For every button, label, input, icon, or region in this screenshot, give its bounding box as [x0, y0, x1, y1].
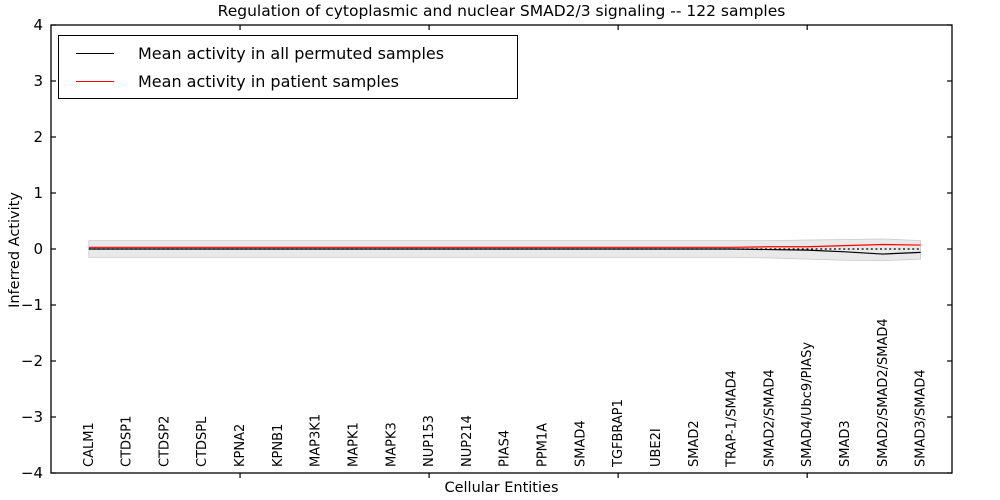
x-category-label: KPNA2 — [233, 424, 248, 467]
x-category-label: SMAD2/SMAD4 — [762, 369, 777, 467]
y-tick-label: 1 — [33, 184, 43, 202]
legend-label-patient: Mean activity in patient samples — [138, 71, 399, 91]
y-tick-label: −3 — [21, 408, 43, 426]
x-axis-label: Cellular Entities — [444, 480, 559, 496]
x-category-label: UBE2I — [649, 428, 664, 467]
confidence-band — [88, 238, 922, 262]
x-category-label: SMAD4/Ubc9/PIASy — [800, 342, 815, 467]
x-category-label: CALM1 — [82, 422, 97, 467]
x-category-label: MAP3K1 — [309, 414, 324, 467]
x-category-label: SMAD3/SMAD4 — [914, 369, 929, 467]
x-category-label: CTDSP2 — [157, 416, 172, 467]
x-category-label: NUP153 — [422, 415, 437, 467]
y-tick-label: 2 — [33, 128, 43, 146]
x-category-label: SMAD2 — [687, 420, 702, 467]
y-tick-label: −1 — [21, 296, 43, 314]
y-tick-label: 3 — [33, 72, 43, 90]
x-category-label: KPNB1 — [271, 424, 286, 467]
legend-label-permuted: Mean activity in all permuted samples — [138, 43, 445, 63]
y-tick-label: −2 — [21, 352, 43, 370]
x-category-label: MAPK1 — [346, 422, 361, 467]
y-tick-label: 4 — [33, 16, 43, 34]
x-category-label: TGFBRAP1 — [611, 399, 626, 468]
x-category-label: PIAS4 — [498, 430, 513, 467]
legend-item-patient: Mean activity in patient samples — [59, 68, 517, 94]
patient-line-swatch — [76, 80, 114, 82]
legend-item-permuted: Mean activity in all permuted samples — [59, 40, 517, 66]
x-category-label: TRAP-1/SMAD4 — [725, 370, 740, 468]
x-category-label: CTDSPL — [195, 416, 210, 467]
x-category-label: SMAD3 — [838, 420, 853, 467]
permuted-line-swatch — [76, 52, 114, 54]
x-category-label: NUP214 — [460, 415, 475, 467]
y-tick-label: 0 — [33, 240, 43, 258]
x-category-label: PPM1A — [536, 423, 551, 467]
legend: Mean activity in all permuted samples Me… — [58, 35, 518, 99]
x-category-label: SMAD4 — [573, 420, 588, 467]
x-category-label: CTDSP1 — [120, 416, 135, 467]
x-category-label: MAPK3 — [384, 422, 399, 467]
x-category-label: SMAD2/SMAD2/SMAD4 — [876, 318, 891, 467]
y-tick-label: −4 — [21, 464, 43, 482]
patient-mean-line — [88, 243, 921, 248]
chart-title: Regulation of cytoplasmic and nuclear SM… — [217, 2, 786, 20]
